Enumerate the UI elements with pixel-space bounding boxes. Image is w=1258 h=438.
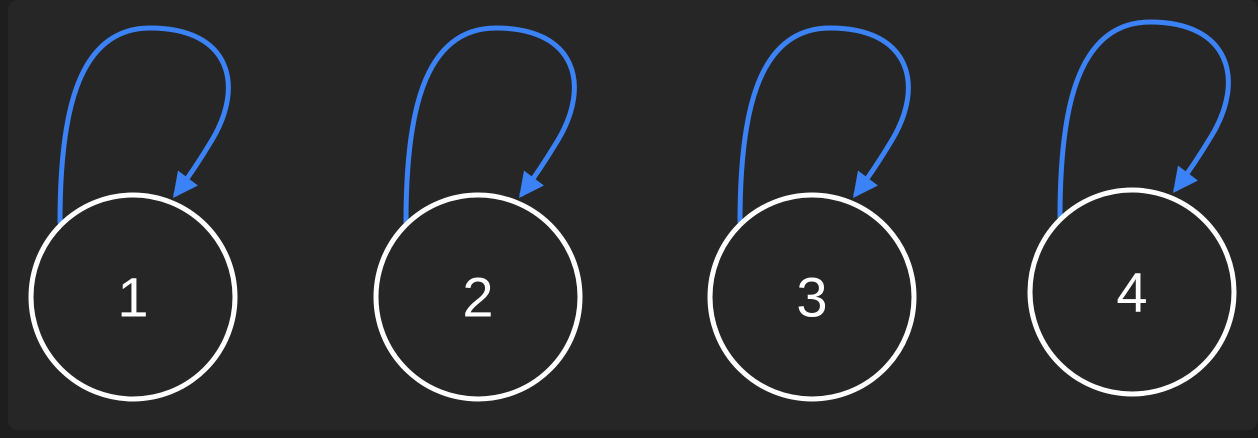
- node-label-4: 4: [1116, 261, 1147, 324]
- node-label-3: 3: [796, 266, 827, 329]
- node-circle-4: [1027, 187, 1237, 397]
- node-label-1: 1: [117, 266, 148, 329]
- node-label-2: 2: [462, 266, 493, 329]
- node-3: 3: [707, 25, 917, 402]
- node-circle-2: [373, 192, 583, 402]
- self-loop-edge-4: [1057, 19, 1231, 220]
- node-4: 4: [1027, 19, 1237, 397]
- node-circle-3: [707, 192, 917, 402]
- node-circle-1: [28, 192, 238, 402]
- self-loop-edge-1: [57, 25, 231, 225]
- self-loop-edge-3: [737, 25, 911, 225]
- node-2: 2: [373, 25, 583, 402]
- self-loop-edge-2: [403, 25, 577, 225]
- node-1: 1: [28, 25, 238, 402]
